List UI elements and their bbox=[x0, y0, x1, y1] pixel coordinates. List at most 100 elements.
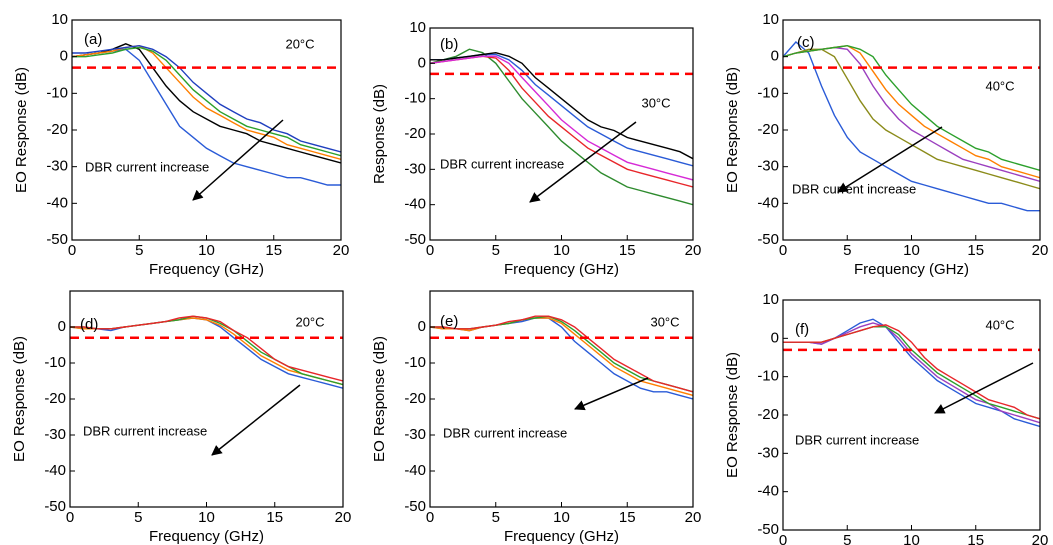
temperature-label: 20°C bbox=[285, 36, 314, 51]
y-tick-label: -40 bbox=[757, 194, 779, 211]
panel-label: (b) bbox=[440, 36, 458, 53]
x-tick-label: 0 bbox=[426, 242, 434, 259]
temperature-label: 40°C bbox=[985, 78, 1014, 93]
y-tick-label: 0 bbox=[771, 48, 779, 65]
y-tick-label: -20 bbox=[757, 406, 779, 423]
x-tick-label: 0 bbox=[426, 509, 434, 526]
y-tick-label: -20 bbox=[404, 125, 426, 142]
y-tick-label: 10 bbox=[51, 11, 68, 28]
arrow bbox=[192, 119, 284, 201]
y-tick-label: -40 bbox=[404, 196, 426, 213]
y-tick-label: 0 bbox=[60, 48, 68, 65]
series-line bbox=[72, 44, 341, 160]
series-line bbox=[783, 48, 1040, 190]
x-axis-title: Frequency (GHz) bbox=[504, 528, 619, 545]
y-tick-label: -10 bbox=[404, 90, 426, 107]
x-tick-label: 0 bbox=[779, 242, 787, 259]
x-tick-label: 0 bbox=[68, 242, 76, 259]
series-line bbox=[783, 41, 1040, 212]
annotation: DBR current increase bbox=[85, 159, 209, 174]
y-axis-title: EO Response (dB) bbox=[11, 336, 28, 462]
series-line bbox=[72, 46, 341, 157]
y-tick-label: -20 bbox=[404, 390, 426, 407]
x-tick-label: 10 bbox=[553, 242, 570, 259]
y-tick-label: 0 bbox=[418, 54, 426, 71]
x-tick-label: 15 bbox=[265, 242, 282, 259]
x-tick-label: 5 bbox=[134, 509, 142, 526]
y-tick-label: -30 bbox=[757, 444, 779, 461]
x-tick-label: 5 bbox=[843, 532, 851, 545]
y-tick-label: -50 bbox=[404, 231, 426, 248]
x-tick-label: 15 bbox=[619, 509, 636, 526]
x-tick-label: 5 bbox=[843, 242, 851, 259]
panel-label: (d) bbox=[80, 316, 98, 333]
plot-area bbox=[430, 48, 693, 206]
series-line bbox=[783, 44, 1040, 171]
temperature-label: 20°C bbox=[295, 314, 324, 329]
x-tick-label: 0 bbox=[779, 532, 787, 545]
y-tick-label: -30 bbox=[404, 160, 426, 177]
y-axis-title: EO Response (dB) bbox=[13, 67, 30, 193]
y-tick-label: 10 bbox=[409, 19, 426, 36]
x-tick-label: 5 bbox=[492, 509, 500, 526]
y-tick-label: 0 bbox=[58, 318, 66, 335]
y-tick-label: 10 bbox=[762, 291, 779, 308]
x-tick-label: 20 bbox=[1032, 242, 1049, 259]
temperature-label: 40°C bbox=[985, 317, 1014, 332]
x-tick-label: 20 bbox=[1032, 532, 1049, 545]
y-tick-label: 0 bbox=[418, 318, 426, 335]
series-line bbox=[783, 322, 1040, 424]
arrow bbox=[211, 384, 301, 456]
plot-frame bbox=[429, 27, 694, 241]
x-tick-label: 10 bbox=[903, 532, 920, 545]
annotation: DBR current increase bbox=[443, 425, 567, 440]
temperature-label: 30°C bbox=[641, 95, 670, 110]
panel-label: (e) bbox=[440, 313, 458, 330]
arrow bbox=[574, 377, 649, 411]
x-tick-label: 20 bbox=[333, 242, 350, 259]
x-axis-title: Frequency (GHz) bbox=[854, 261, 969, 278]
y-tick-label: -30 bbox=[44, 426, 66, 443]
panel-label: (f) bbox=[795, 321, 809, 338]
y-tick-label: -50 bbox=[757, 521, 779, 538]
x-tick-label: 20 bbox=[335, 509, 352, 526]
y-axis-title: EO Response (dB) bbox=[724, 67, 741, 193]
x-tick-label: 20 bbox=[685, 509, 702, 526]
series-line bbox=[430, 51, 693, 160]
y-tick-label: -50 bbox=[44, 498, 66, 515]
series-line bbox=[783, 324, 1040, 420]
x-tick-label: 20 bbox=[685, 242, 702, 259]
series-line bbox=[430, 48, 693, 206]
y-tick-label: -10 bbox=[404, 354, 426, 371]
y-tick-label: -20 bbox=[44, 390, 66, 407]
x-axis-title: Frequency (GHz) bbox=[504, 261, 619, 278]
plot-frame bbox=[782, 299, 1041, 531]
x-tick-label: 15 bbox=[619, 242, 636, 259]
y-tick-label: -40 bbox=[46, 194, 68, 211]
x-tick-label: 15 bbox=[266, 509, 283, 526]
series-line bbox=[783, 44, 1040, 179]
x-tick-label: 10 bbox=[903, 242, 920, 259]
y-tick-label: -40 bbox=[757, 483, 779, 500]
y-axis-title: Response (dB) bbox=[371, 84, 388, 184]
y-tick-label: -10 bbox=[44, 354, 66, 371]
arrow bbox=[529, 121, 637, 203]
x-tick-label: 15 bbox=[967, 532, 984, 545]
temperature-label: 30°C bbox=[650, 314, 679, 329]
series-line bbox=[783, 326, 1040, 420]
series-line bbox=[70, 315, 343, 382]
plot-area bbox=[70, 315, 343, 389]
y-tick-label: -30 bbox=[46, 158, 68, 175]
x-tick-label: 10 bbox=[198, 509, 215, 526]
panel-label: (a) bbox=[84, 31, 102, 48]
x-axis-title: Frequency (GHz) bbox=[149, 528, 264, 545]
y-tick-label: -10 bbox=[757, 368, 779, 385]
y-tick-label: 10 bbox=[762, 11, 779, 28]
annotation: DBR current increase bbox=[83, 423, 207, 438]
y-tick-label: -20 bbox=[46, 121, 68, 138]
y-tick-label: -50 bbox=[46, 231, 68, 248]
arrow bbox=[837, 126, 943, 193]
panel-label: (c) bbox=[797, 34, 815, 51]
x-tick-label: 0 bbox=[66, 509, 74, 526]
